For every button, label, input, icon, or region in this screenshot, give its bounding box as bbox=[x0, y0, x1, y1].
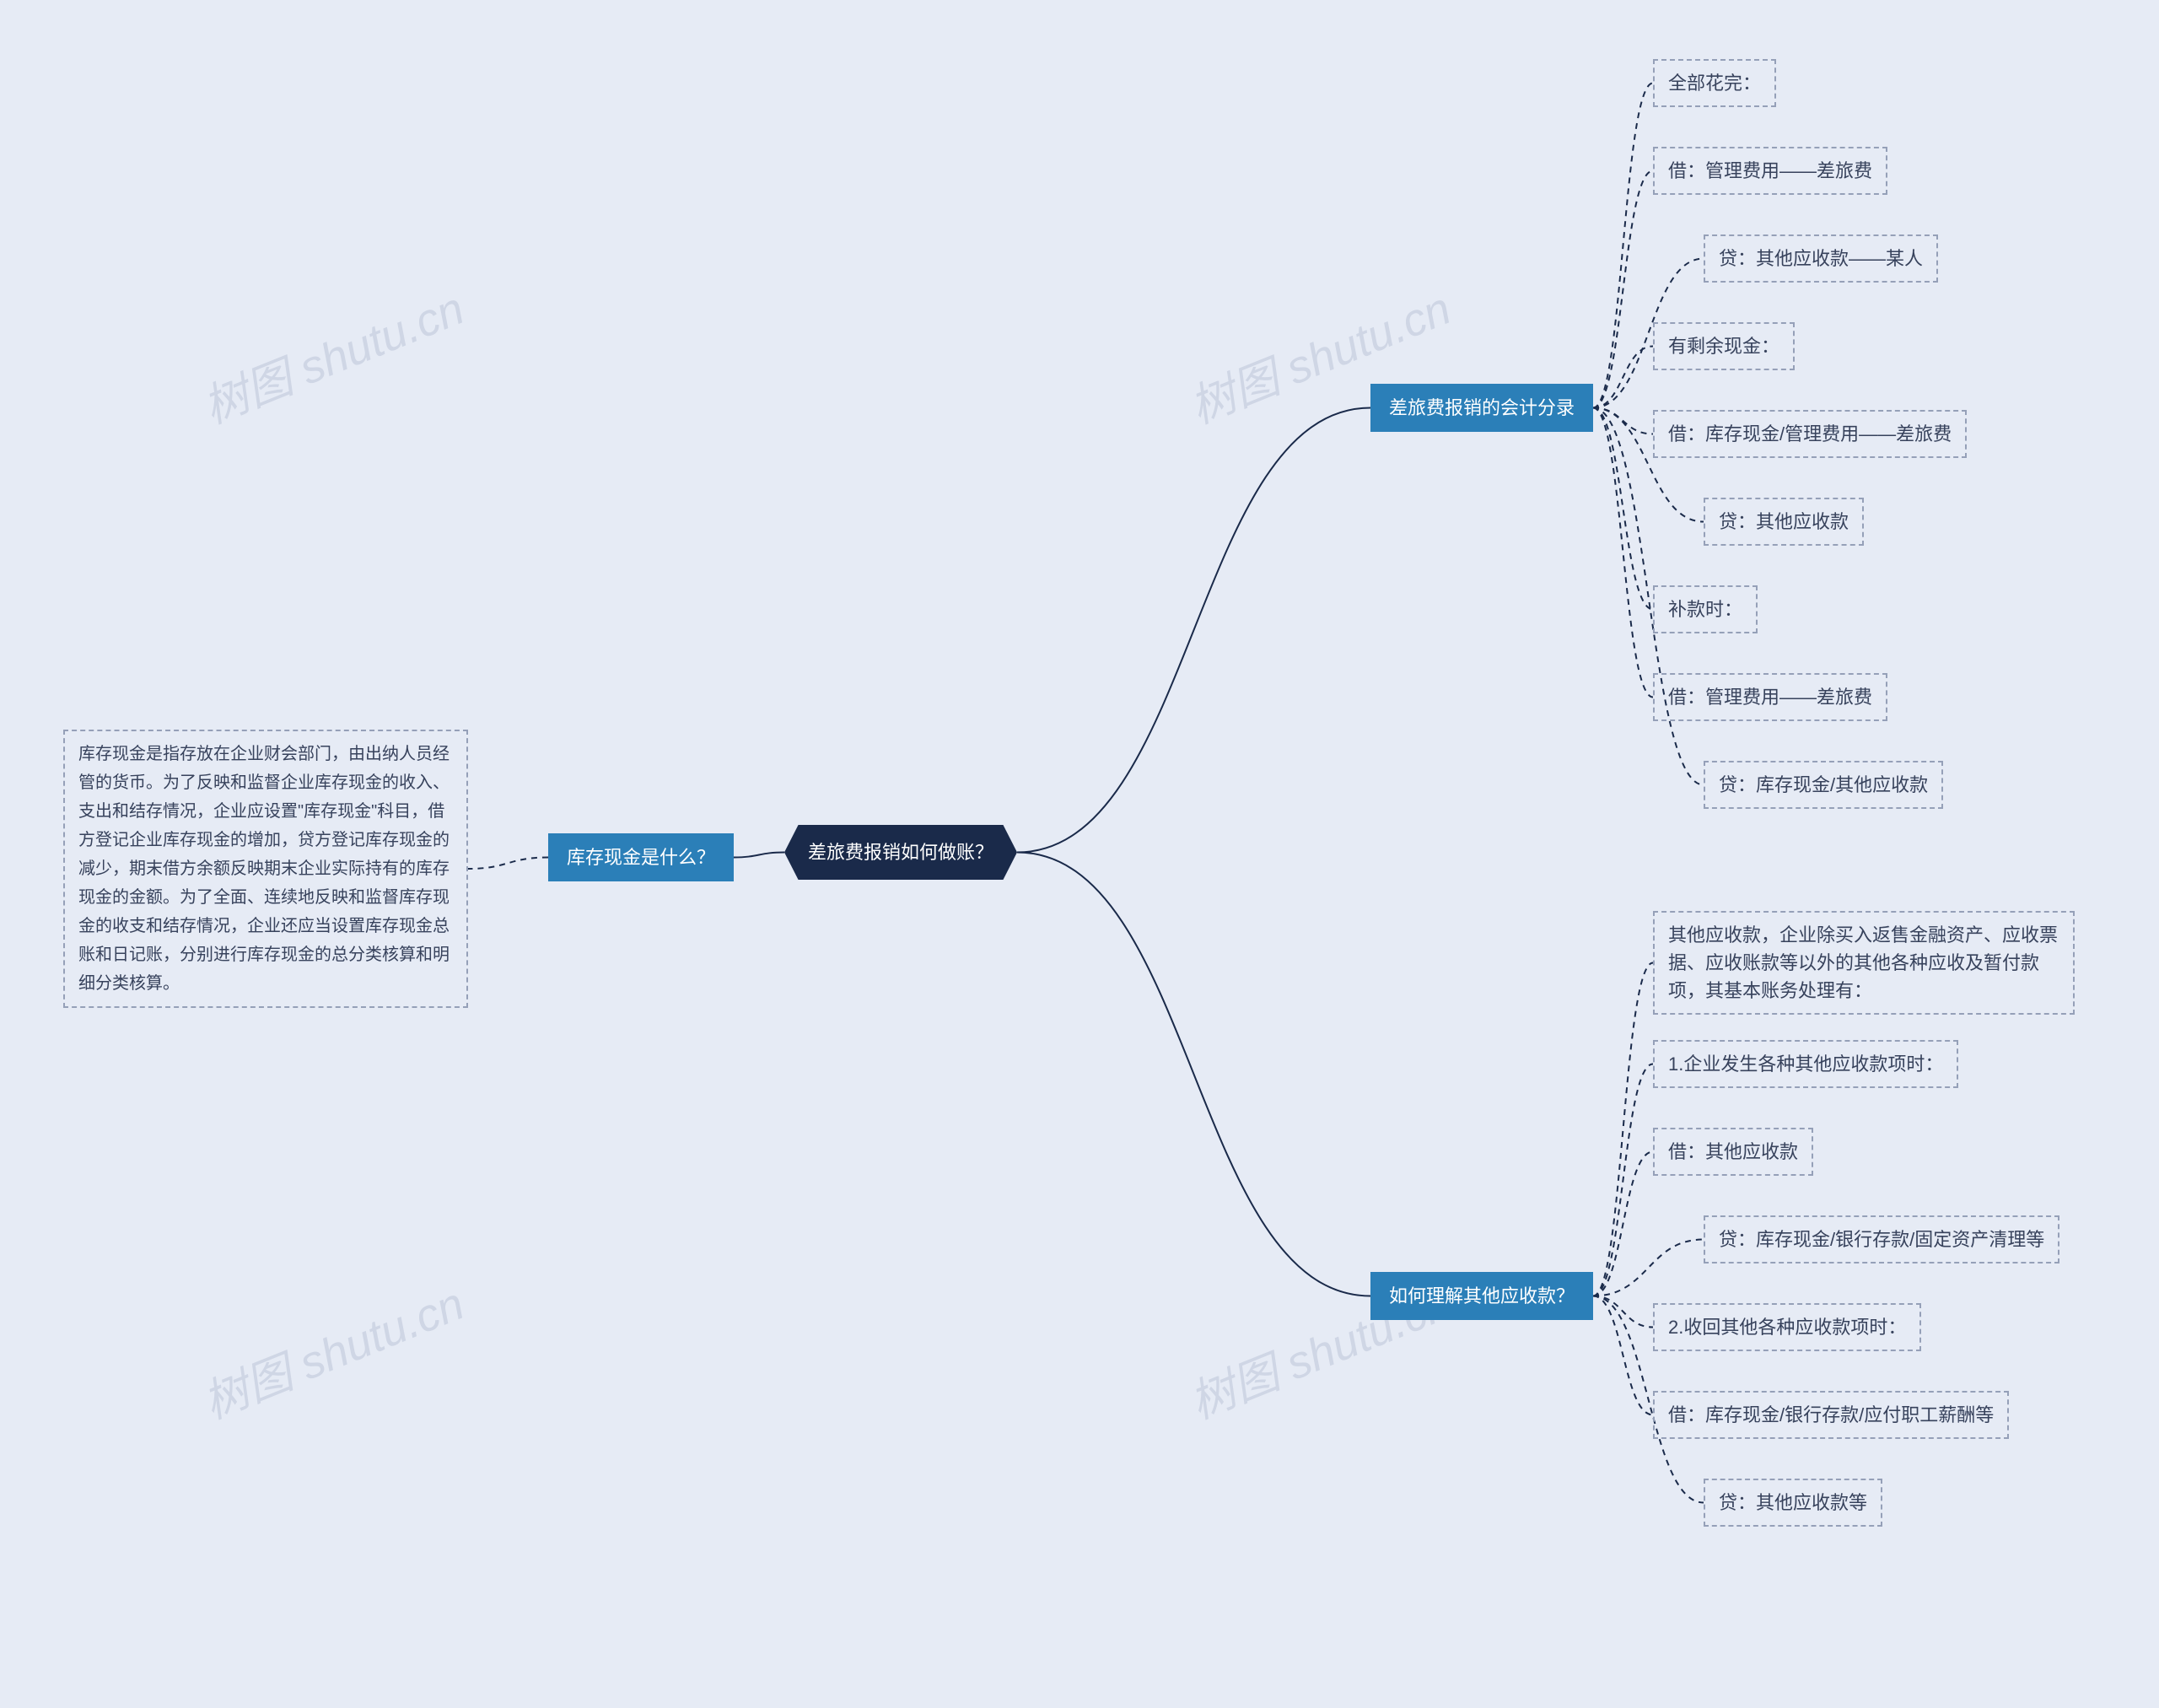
leaf-node: 借：库存现金/银行存款/应付职工薪酬等 bbox=[1653, 1391, 2009, 1439]
leaf-node: 借：其他应收款 bbox=[1653, 1128, 1813, 1176]
leaf-node: 贷：其他应收款——某人 bbox=[1704, 234, 1938, 283]
leaf-node: 有剩余现金： bbox=[1653, 322, 1795, 370]
leaf-node: 贷：其他应收款等 bbox=[1704, 1479, 1882, 1527]
leaf-node: 1.企业发生各种其他应收款项时： bbox=[1653, 1040, 1958, 1088]
leaf-node: 贷：库存现金/银行存款/固定资产清理等 bbox=[1704, 1215, 2059, 1263]
branch-cash-on-hand[interactable]: 库存现金是什么？ bbox=[548, 833, 734, 881]
leaf-node: 2.收回其他各种应收款项时： bbox=[1653, 1303, 1921, 1351]
leaf-node: 贷：其他应收款 bbox=[1704, 498, 1864, 546]
leaf-node: 补款时： bbox=[1653, 585, 1758, 633]
branch-other-receivables[interactable]: 如何理解其他应收款？ bbox=[1370, 1272, 1593, 1320]
leaf-node: 借：管理费用——差旅费 bbox=[1653, 673, 1887, 721]
leaf-node: 全部花完： bbox=[1653, 59, 1776, 107]
leaf-node: 借：管理费用——差旅费 bbox=[1653, 147, 1887, 195]
branch-travel-entries[interactable]: 差旅费报销的会计分录 bbox=[1370, 384, 1593, 432]
watermark: 树图 shutu.cn bbox=[191, 272, 472, 437]
leaf-cash-description: 库存现金是指存放在企业财会部门，由出纳人员经管的货币。为了反映和监督企业库存现金… bbox=[63, 730, 468, 1008]
leaf-node: 贷：库存现金/其他应收款 bbox=[1704, 761, 1943, 809]
mindmap-canvas: 树图 shutu.cn 树图 shutu.cn 树图 shutu.cn 树图 s… bbox=[0, 0, 2159, 1708]
watermark: 树图 shutu.cn bbox=[191, 1267, 472, 1432]
root-node[interactable]: 差旅费报销如何做账？ bbox=[784, 825, 1017, 880]
leaf-node: 其他应收款，企业除买入返售金融资产、应收票据、应收账款等以外的其他各种应收及暂付… bbox=[1653, 911, 2075, 1015]
leaf-node: 借：库存现金/管理费用——差旅费 bbox=[1653, 410, 1967, 458]
